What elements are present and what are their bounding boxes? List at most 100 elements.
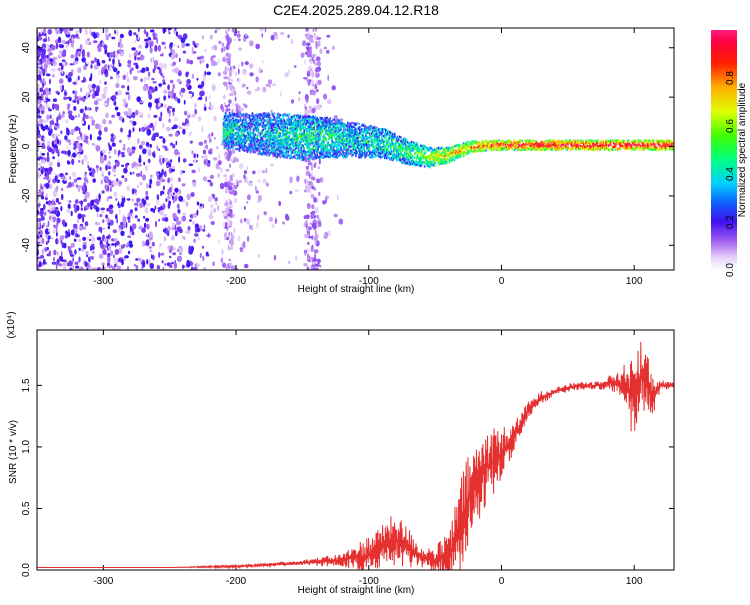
- heatmap-cell: [167, 202, 171, 209]
- heatmap-cell: [308, 230, 310, 237]
- heatmap-cell: [279, 150, 282, 154]
- heatmap-cell: [318, 120, 320, 123]
- heatmap-cell: [316, 214, 320, 219]
- heatmap-cell: [97, 98, 103, 102]
- heatmap-cell: [69, 267, 73, 270]
- heatmap-cell: [227, 244, 230, 251]
- heatmap-cell: [322, 126, 324, 129]
- heatmap-cell: [159, 210, 164, 216]
- heatmap-cell: [242, 145, 245, 148]
- heatmap-cell: [264, 130, 267, 134]
- heatmap-cell: [160, 190, 163, 197]
- heatmap-cell: [227, 115, 230, 118]
- heatmap-cell: [344, 146, 346, 149]
- heatmap-cell: [252, 120, 255, 123]
- heatmap-cell: [86, 51, 90, 58]
- heatmap-cell: [314, 137, 316, 141]
- heatmap-cell: [305, 142, 307, 145]
- heatmap-cell: [279, 114, 282, 117]
- heatmap-cell: [254, 138, 257, 141]
- heatmap-cell: [223, 115, 226, 118]
- heatmap-cell: [233, 123, 236, 126]
- heatmap-cell: [282, 114, 285, 117]
- heatmap-cell: [259, 123, 262, 126]
- heatmap-cell: [331, 150, 333, 153]
- heatmap-cell: [315, 42, 318, 50]
- heatmap-cell: [305, 121, 307, 125]
- heatmap-cell: [314, 140, 316, 143]
- heatmap-cell: [239, 130, 242, 133]
- heatmap-cell: [317, 217, 321, 221]
- heatmap-cell: [318, 158, 321, 165]
- heatmap-cell: [320, 126, 322, 129]
- heatmap-cell: [334, 124, 336, 128]
- heatmap-cell: [286, 123, 289, 126]
- heatmap-cell: [240, 145, 243, 148]
- heatmap-cell: [331, 130, 333, 133]
- heatmap-cell: [114, 106, 119, 111]
- heatmap-cell: [332, 155, 334, 158]
- heatmap-cell: [329, 153, 331, 156]
- heatmap-cell: [108, 171, 111, 176]
- heatmap-cell: [156, 145, 159, 151]
- heatmap-cell: [229, 131, 232, 134]
- heatmap-cell: [37, 223, 40, 228]
- heatmap-cell: [289, 123, 292, 126]
- heatmap-cell: [318, 145, 320, 148]
- heatmap-cell: [185, 83, 189, 88]
- heatmap-cell: [311, 156, 313, 159]
- heatmap-cell: [236, 136, 239, 139]
- heatmap-cell: [281, 121, 284, 124]
- heatmap-cell: [224, 112, 227, 115]
- heatmap-cell: [254, 115, 257, 118]
- heatmap-cell: [242, 132, 245, 135]
- heatmap-cell: [284, 125, 287, 129]
- heatmap-cell: [279, 122, 282, 126]
- heatmap-cell: [235, 143, 238, 146]
- heatmap-cell: [113, 95, 117, 101]
- heatmap-cell: [98, 222, 101, 226]
- heatmap-cell: [56, 116, 59, 124]
- heatmap-cell: [298, 140, 300, 143]
- heatmap-cell: [73, 238, 77, 242]
- heatmap-cell: [116, 218, 118, 224]
- heatmap-cell: [149, 89, 152, 93]
- heatmap-cell: [300, 133, 302, 137]
- heatmap-cell: [240, 135, 243, 138]
- heatmap-cell: [276, 148, 279, 151]
- heatmap-cell: [308, 153, 310, 156]
- heatmap-cell: [344, 129, 346, 132]
- heatmap-cell: [251, 145, 254, 148]
- heatmap-cell: [274, 132, 277, 135]
- heatmap-cell: [332, 45, 335, 51]
- heatmap-cell: [281, 154, 284, 157]
- heatmap-cell: [224, 141, 227, 145]
- heatmap-cell: [287, 136, 290, 139]
- heatmap-cell: [73, 178, 78, 183]
- heatmap-cell: [234, 38, 236, 42]
- heatmap-cell: [315, 263, 320, 267]
- heatmap-cell: [326, 123, 328, 126]
- heatmap-cell: [253, 146, 256, 149]
- heatmap-cell: [347, 127, 349, 131]
- heatmap-cell: [255, 124, 258, 127]
- heatmap-cell: [268, 117, 271, 121]
- heatmap-cell: [330, 123, 332, 126]
- heatmap-cell: [245, 33, 248, 37]
- heatmap-cell: [265, 112, 268, 115]
- heatmap-cell: [48, 48, 52, 52]
- heatmap-cell: [274, 217, 278, 224]
- heatmap-cell: [245, 146, 248, 149]
- heatmap-cell: [295, 119, 297, 123]
- heatmap-cell: [280, 144, 283, 147]
- heatmap-cell: [167, 105, 173, 110]
- heatmap-cell: [146, 67, 149, 72]
- heatmap-cell: [67, 149, 71, 156]
- heatmap-cell: [229, 212, 233, 219]
- heatmap-cell: [96, 86, 100, 92]
- heatmap-cell: [289, 118, 292, 121]
- heatmap-cell: [239, 136, 242, 139]
- heatmap-cell: [338, 128, 340, 131]
- heatmap-cell: [228, 99, 232, 104]
- heatmap-cell: [162, 156, 165, 164]
